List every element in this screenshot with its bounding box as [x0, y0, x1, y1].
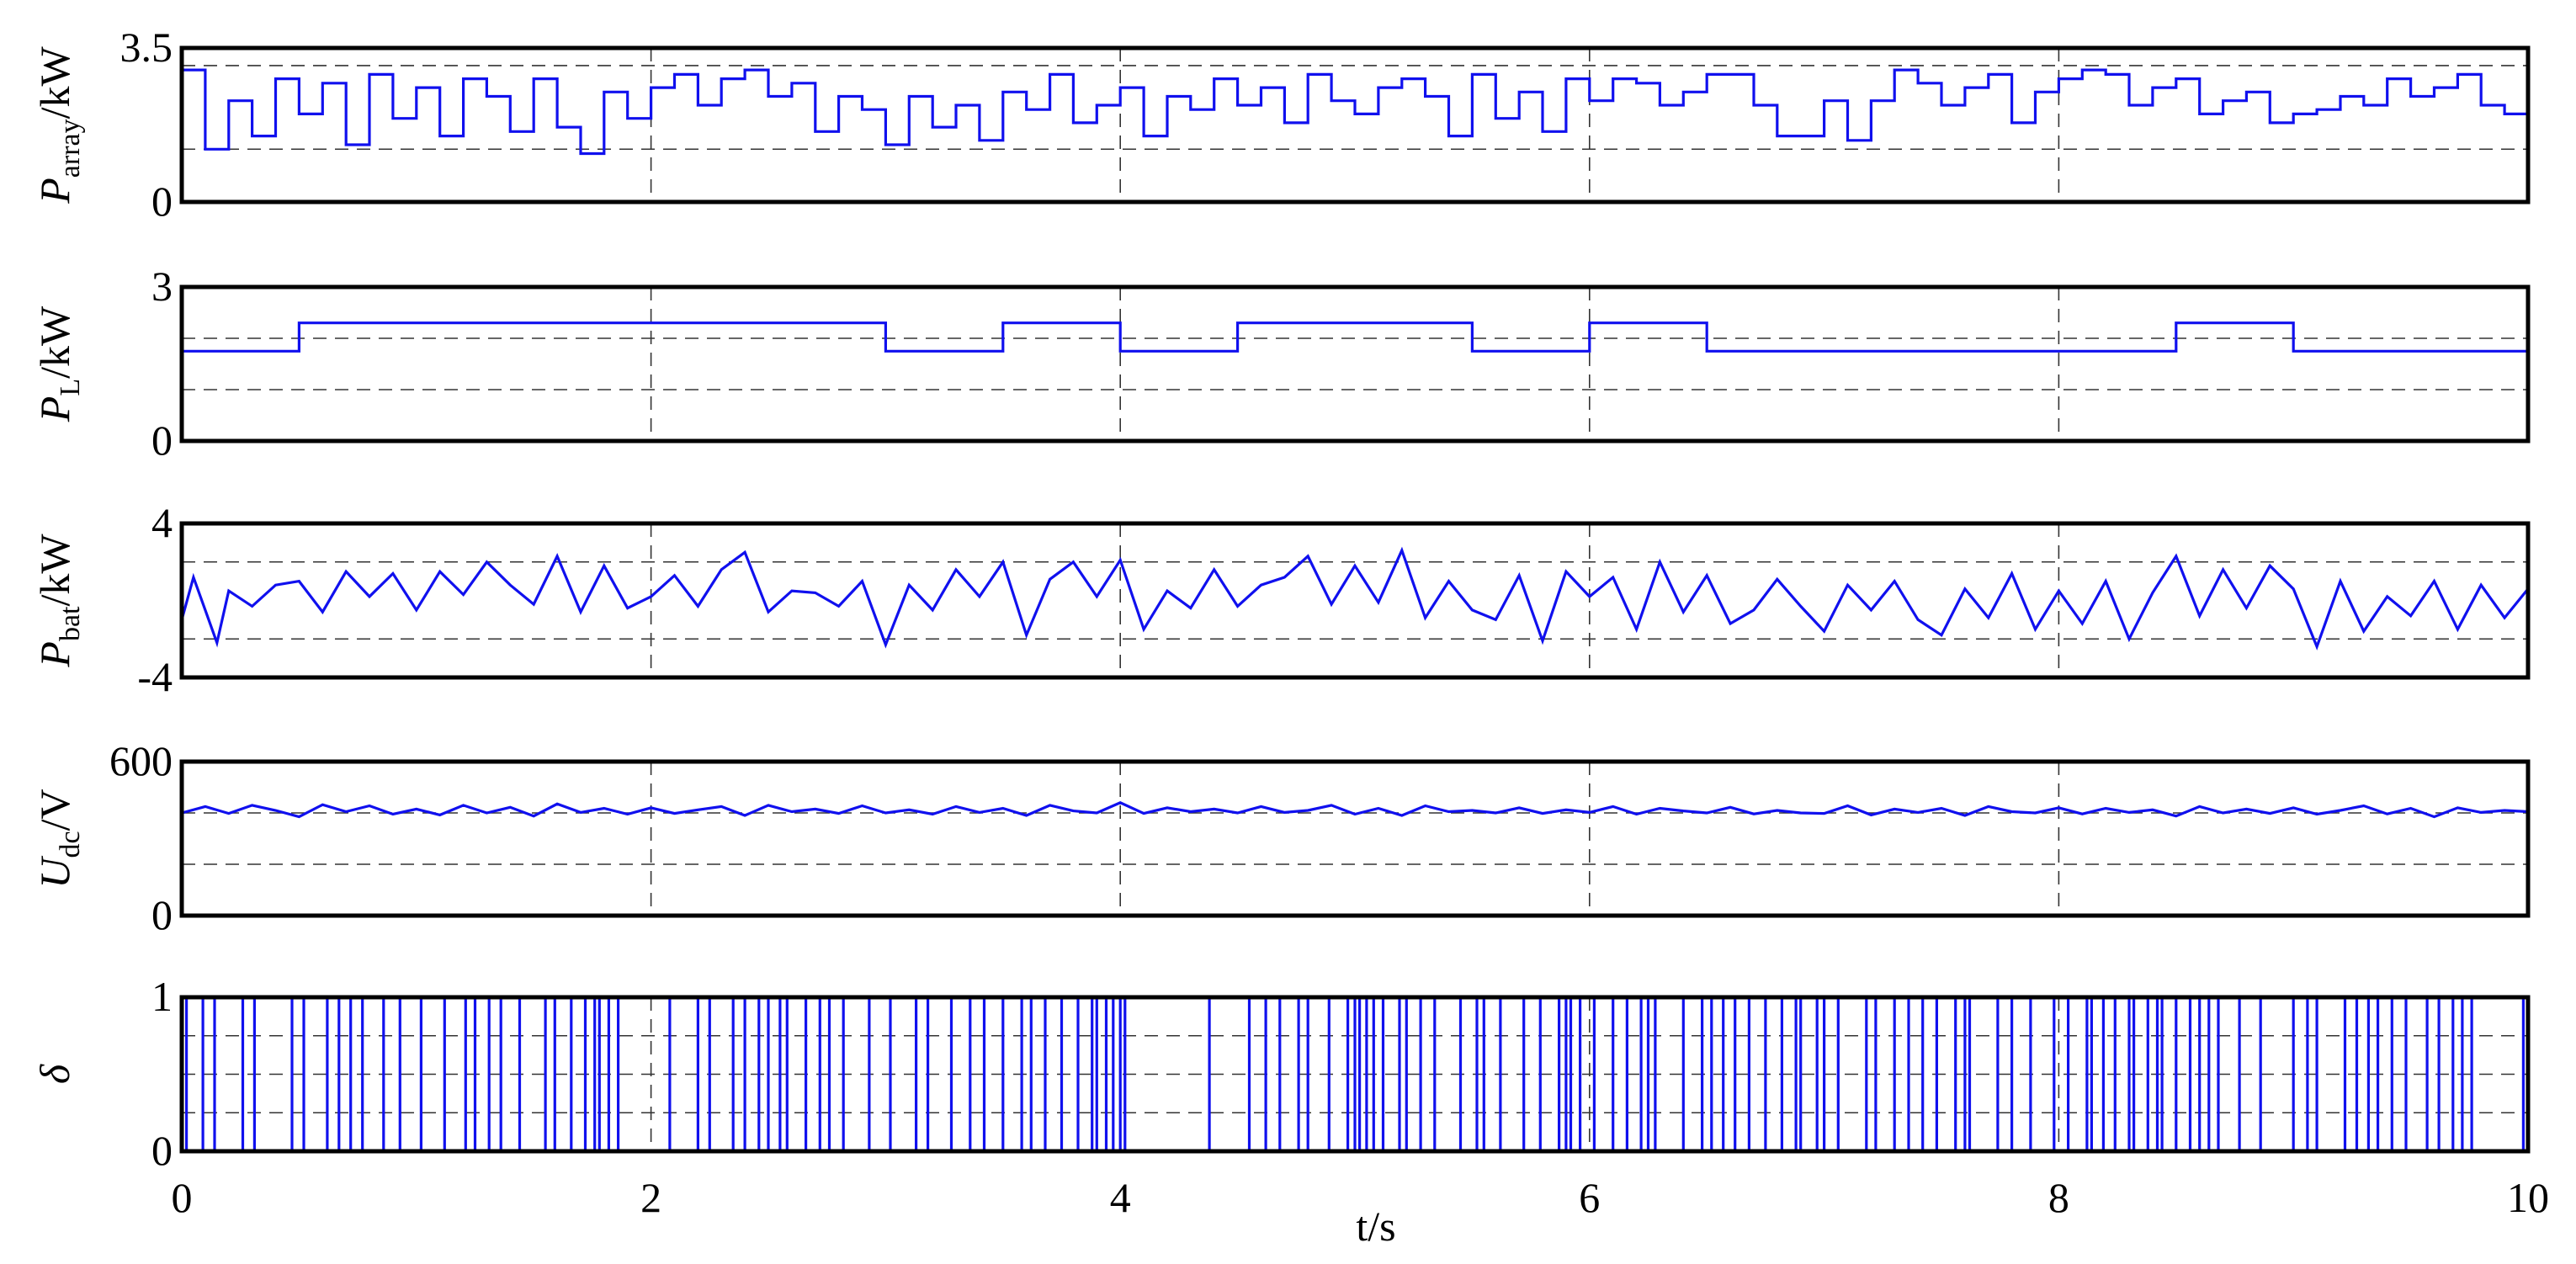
- p-bat-ylabel-unit: /kW: [31, 534, 78, 607]
- u-dc-ytick-top: 600: [109, 737, 173, 784]
- panel-p-bat-frame: [179, 521, 2531, 680]
- p-load-ylabel-unit: /kW: [31, 305, 78, 379]
- panel-u-dc-grid: [182, 762, 2528, 916]
- p-array-ylabel: Parray/kW: [31, 45, 86, 204]
- p-array-ytick-top: 3.5: [120, 24, 173, 71]
- p-load-ylabel: PL/kW: [31, 305, 86, 422]
- x-tick-0: 0: [172, 1174, 193, 1221]
- p-load-ylabel-sub: L: [55, 379, 86, 396]
- panel-u-dc-frame: [179, 759, 2531, 918]
- p-array-ylabel-unit: /kW: [31, 45, 78, 119]
- p-load-ytick-bottom: 0: [151, 417, 173, 464]
- x-axis-label: t/s: [1356, 1203, 1395, 1250]
- p-array-trace: [182, 68, 2530, 156]
- delta-ytick-bottom: 0: [151, 1127, 173, 1174]
- u-dc-ylabel-sub: dc: [55, 831, 86, 858]
- panel-p-array: 3.5 0 Parray/kW: [31, 24, 2531, 225]
- p-load-trace: [182, 321, 2528, 353]
- p-bat-ylabel-main: P: [31, 641, 78, 668]
- panel-p-load: 3 0 PL/kW: [31, 263, 2531, 464]
- u-dc-trace: [181, 801, 2529, 819]
- u-dc-ylabel: Udc/V: [31, 789, 86, 888]
- u-dc-ylabel-main: U: [31, 856, 78, 889]
- panel-p-load-grid: [182, 287, 2528, 441]
- x-tick-6: 6: [1579, 1174, 1600, 1221]
- p-bat-ylabel-sub: bat: [55, 606, 86, 641]
- panel-u-dc: 600 0 Udc/V: [31, 737, 2531, 938]
- x-tick-10: 10: [2507, 1174, 2549, 1221]
- p-bat-ytick-top: 4: [151, 499, 173, 546]
- p-load-ylabel-main: P: [31, 396, 78, 423]
- delta-ylabel: δ: [31, 1064, 78, 1084]
- p-bat-trace: [180, 546, 2530, 651]
- p-array-ytick-bottom: 0: [151, 178, 173, 225]
- delta-ylabel-main: δ: [31, 1064, 78, 1084]
- panel-delta: 1 0 δ: [31, 973, 2531, 1174]
- panel-delta-frame: [179, 995, 2531, 1154]
- panel-p-array-grid: [182, 48, 2528, 202]
- x-axis: 0 2 4 6 8 10 t/s: [172, 1174, 2550, 1250]
- u-dc-ytick-bottom: 0: [151, 891, 173, 938]
- p-load-ytick-top: 3: [151, 263, 173, 310]
- p-bat-ytick-bottom: -4: [137, 653, 173, 700]
- x-tick-4: 4: [1110, 1174, 1131, 1221]
- panel-p-bat-grid: [182, 523, 2528, 677]
- delta-ytick-top: 1: [151, 973, 173, 1020]
- panel-p-load-frame: [179, 284, 2531, 443]
- panel-p-array-frame: [179, 45, 2531, 204]
- x-tick-2: 2: [640, 1174, 661, 1221]
- x-tick-8: 8: [2048, 1174, 2069, 1221]
- p-array-ylabel-sub: array: [55, 119, 86, 178]
- u-dc-ylabel-unit: /V: [31, 789, 78, 831]
- p-array-ylabel-main: P: [31, 178, 78, 204]
- panel-p-bat: 4 -4 Pbat/kW: [31, 499, 2531, 700]
- p-bat-ylabel: Pbat/kW: [31, 534, 86, 668]
